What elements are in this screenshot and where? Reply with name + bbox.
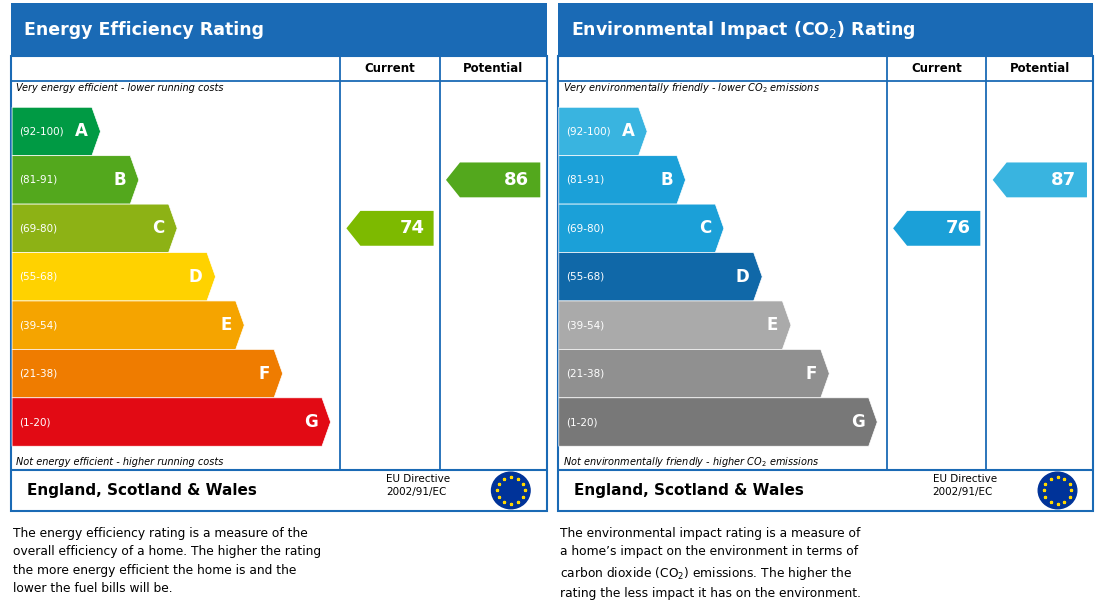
Text: (21-38): (21-38) <box>565 368 604 379</box>
Text: 87: 87 <box>1050 171 1076 189</box>
Text: (69-80): (69-80) <box>19 224 57 233</box>
Text: F: F <box>805 365 816 383</box>
Text: Energy Efficiency Rating: Energy Efficiency Rating <box>24 21 264 39</box>
Text: B: B <box>660 171 673 189</box>
Polygon shape <box>12 253 216 301</box>
Text: (1-20): (1-20) <box>19 417 51 427</box>
Polygon shape <box>12 349 283 398</box>
Polygon shape <box>446 163 540 197</box>
Text: A: A <box>621 123 635 140</box>
FancyBboxPatch shape <box>11 57 547 511</box>
Text: (81-91): (81-91) <box>565 175 604 185</box>
Polygon shape <box>559 253 762 301</box>
Text: England, Scotland & Wales: England, Scotland & Wales <box>28 483 257 498</box>
Text: E: E <box>767 316 778 334</box>
Polygon shape <box>346 211 433 246</box>
Polygon shape <box>12 107 100 156</box>
Polygon shape <box>12 204 177 253</box>
Text: D: D <box>189 268 202 286</box>
Text: EU Directive
2002/91/EC: EU Directive 2002/91/EC <box>386 474 450 497</box>
Text: The energy efficiency rating is a measure of the
overall efficiency of a home. T: The energy efficiency rating is a measur… <box>13 527 321 595</box>
Text: E: E <box>220 316 231 334</box>
Text: Potential: Potential <box>463 62 524 75</box>
Polygon shape <box>559 301 791 349</box>
Polygon shape <box>12 301 244 349</box>
Text: Potential: Potential <box>1010 62 1070 75</box>
Text: (39-54): (39-54) <box>565 320 604 330</box>
Text: Not energy efficient - higher running costs: Not energy efficient - higher running co… <box>16 458 223 468</box>
Text: F: F <box>258 365 270 383</box>
Text: (55-68): (55-68) <box>565 272 604 282</box>
Text: 76: 76 <box>946 219 971 237</box>
Polygon shape <box>559 398 878 446</box>
Text: B: B <box>113 171 127 189</box>
Polygon shape <box>12 156 139 204</box>
Circle shape <box>492 472 530 509</box>
Text: Very energy efficient - lower running costs: Very energy efficient - lower running co… <box>16 83 224 92</box>
Circle shape <box>1038 472 1077 509</box>
FancyBboxPatch shape <box>558 57 1093 511</box>
Text: EU Directive
2002/91/EC: EU Directive 2002/91/EC <box>933 474 997 497</box>
Text: A: A <box>75 123 88 140</box>
Text: (55-68): (55-68) <box>19 272 57 282</box>
Text: C: C <box>698 219 711 237</box>
FancyBboxPatch shape <box>11 3 547 57</box>
Text: (92-100): (92-100) <box>19 126 64 137</box>
Text: (81-91): (81-91) <box>19 175 57 185</box>
Text: C: C <box>152 219 164 237</box>
Text: Very environmentally friendly - lower CO$_2$ emissions: Very environmentally friendly - lower CO… <box>563 81 821 95</box>
Text: G: G <box>850 413 865 431</box>
Text: Not environmentally friendly - higher CO$_2$ emissions: Not environmentally friendly - higher CO… <box>563 455 820 469</box>
Polygon shape <box>559 156 685 204</box>
Polygon shape <box>12 398 331 446</box>
Polygon shape <box>559 349 829 398</box>
Text: The environmental impact rating is a measure of
a home’s impact on the environme: The environmental impact rating is a mea… <box>560 527 861 600</box>
Text: D: D <box>736 268 749 286</box>
Text: 74: 74 <box>399 219 425 237</box>
FancyBboxPatch shape <box>558 3 1093 57</box>
Polygon shape <box>893 211 980 246</box>
Polygon shape <box>559 107 647 156</box>
Polygon shape <box>559 204 724 253</box>
Polygon shape <box>992 163 1087 197</box>
Text: (39-54): (39-54) <box>19 320 57 330</box>
Text: (69-80): (69-80) <box>565 224 604 233</box>
Text: G: G <box>304 413 318 431</box>
FancyBboxPatch shape <box>11 469 547 511</box>
Text: Environmental Impact (CO$_2$) Rating: Environmental Impact (CO$_2$) Rating <box>571 18 915 41</box>
Text: Current: Current <box>364 62 416 75</box>
FancyBboxPatch shape <box>558 469 1093 511</box>
Text: (92-100): (92-100) <box>565 126 610 137</box>
Text: Current: Current <box>911 62 962 75</box>
Text: 86: 86 <box>504 171 529 189</box>
Text: England, Scotland & Wales: England, Scotland & Wales <box>574 483 804 498</box>
Text: (1-20): (1-20) <box>565 417 597 427</box>
Text: (21-38): (21-38) <box>19 368 57 379</box>
